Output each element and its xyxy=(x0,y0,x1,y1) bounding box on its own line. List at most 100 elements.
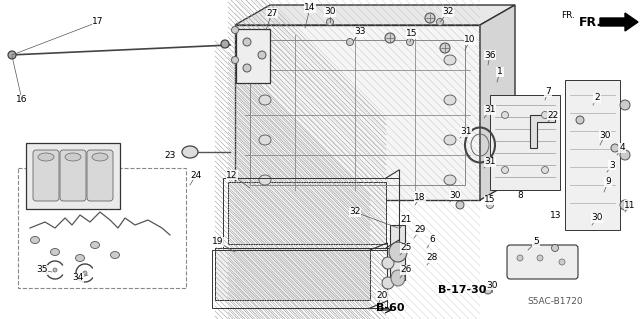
Ellipse shape xyxy=(259,55,271,65)
Bar xyxy=(390,225,405,280)
Ellipse shape xyxy=(182,146,198,158)
Ellipse shape xyxy=(389,242,407,262)
Text: 30: 30 xyxy=(599,130,611,139)
Ellipse shape xyxy=(541,112,548,118)
FancyBboxPatch shape xyxy=(26,143,120,209)
Ellipse shape xyxy=(259,175,271,185)
Text: 18: 18 xyxy=(414,192,426,202)
Text: 1: 1 xyxy=(497,68,503,77)
Ellipse shape xyxy=(444,175,456,185)
Text: 26: 26 xyxy=(400,265,412,275)
FancyBboxPatch shape xyxy=(236,29,270,83)
Ellipse shape xyxy=(444,135,456,145)
Ellipse shape xyxy=(111,251,120,258)
Text: 30: 30 xyxy=(591,213,603,222)
Text: FR.: FR. xyxy=(579,16,602,28)
Ellipse shape xyxy=(611,144,619,152)
Text: 31: 31 xyxy=(484,158,496,167)
Bar xyxy=(215,248,370,300)
FancyBboxPatch shape xyxy=(87,150,113,201)
Polygon shape xyxy=(480,5,515,200)
Ellipse shape xyxy=(559,259,565,265)
Ellipse shape xyxy=(243,64,251,72)
Ellipse shape xyxy=(83,271,87,275)
Ellipse shape xyxy=(620,200,630,210)
FancyBboxPatch shape xyxy=(507,245,578,279)
Ellipse shape xyxy=(444,95,456,105)
Ellipse shape xyxy=(484,286,492,294)
Text: B-60: B-60 xyxy=(376,303,404,313)
Bar xyxy=(490,95,560,190)
Bar xyxy=(18,168,186,288)
Text: 23: 23 xyxy=(164,151,176,160)
Ellipse shape xyxy=(406,39,413,46)
Text: 13: 13 xyxy=(550,211,562,219)
Text: 31: 31 xyxy=(484,106,496,115)
Ellipse shape xyxy=(65,153,81,161)
Text: 12: 12 xyxy=(227,170,237,180)
Ellipse shape xyxy=(502,112,509,118)
Polygon shape xyxy=(600,13,638,31)
Text: FR.: FR. xyxy=(561,11,575,20)
Ellipse shape xyxy=(486,202,493,209)
Text: 7: 7 xyxy=(545,87,551,97)
Text: 9: 9 xyxy=(605,177,611,187)
Text: 21: 21 xyxy=(400,216,412,225)
Ellipse shape xyxy=(243,38,251,46)
Ellipse shape xyxy=(391,270,405,286)
Ellipse shape xyxy=(8,51,16,59)
Ellipse shape xyxy=(502,167,509,174)
Ellipse shape xyxy=(385,33,395,43)
Text: 16: 16 xyxy=(16,95,28,105)
Ellipse shape xyxy=(440,43,450,53)
Text: 11: 11 xyxy=(624,201,636,210)
Ellipse shape xyxy=(92,153,108,161)
Text: 36: 36 xyxy=(484,50,496,60)
Ellipse shape xyxy=(221,40,229,48)
Ellipse shape xyxy=(552,244,559,251)
Ellipse shape xyxy=(541,167,548,174)
Ellipse shape xyxy=(326,19,333,26)
Text: 31: 31 xyxy=(460,128,472,137)
FancyBboxPatch shape xyxy=(60,150,86,201)
Text: 34: 34 xyxy=(72,273,84,283)
Ellipse shape xyxy=(620,100,630,110)
Text: 19: 19 xyxy=(212,238,224,247)
Text: 10: 10 xyxy=(464,35,476,44)
Ellipse shape xyxy=(382,257,394,269)
Text: 30: 30 xyxy=(486,280,498,290)
Ellipse shape xyxy=(436,19,444,26)
Bar xyxy=(565,80,620,230)
Ellipse shape xyxy=(232,56,239,63)
Ellipse shape xyxy=(425,13,435,23)
Ellipse shape xyxy=(517,255,523,261)
Text: 4: 4 xyxy=(619,144,625,152)
Text: 6: 6 xyxy=(429,235,435,244)
Text: 33: 33 xyxy=(355,27,365,36)
Ellipse shape xyxy=(31,236,40,243)
Ellipse shape xyxy=(232,26,239,33)
Text: 30: 30 xyxy=(324,8,336,17)
Text: 25: 25 xyxy=(400,243,412,253)
Bar xyxy=(250,40,465,185)
Ellipse shape xyxy=(90,241,99,249)
Ellipse shape xyxy=(258,51,266,59)
Text: 28: 28 xyxy=(426,254,438,263)
Text: 15: 15 xyxy=(406,29,418,39)
Bar xyxy=(228,182,386,244)
Ellipse shape xyxy=(576,116,584,124)
Text: S5AC-B1720: S5AC-B1720 xyxy=(527,298,583,307)
Ellipse shape xyxy=(38,153,54,161)
Text: 2: 2 xyxy=(594,93,600,102)
Text: 15: 15 xyxy=(484,196,496,204)
Text: 32: 32 xyxy=(349,207,361,217)
Bar xyxy=(228,182,386,244)
Text: B-17-30: B-17-30 xyxy=(438,285,486,295)
Ellipse shape xyxy=(456,201,464,209)
Bar xyxy=(212,250,387,308)
Text: 17: 17 xyxy=(92,18,104,26)
Ellipse shape xyxy=(259,135,271,145)
FancyBboxPatch shape xyxy=(33,150,59,201)
Text: 20: 20 xyxy=(376,291,388,300)
Text: 8: 8 xyxy=(517,191,523,201)
